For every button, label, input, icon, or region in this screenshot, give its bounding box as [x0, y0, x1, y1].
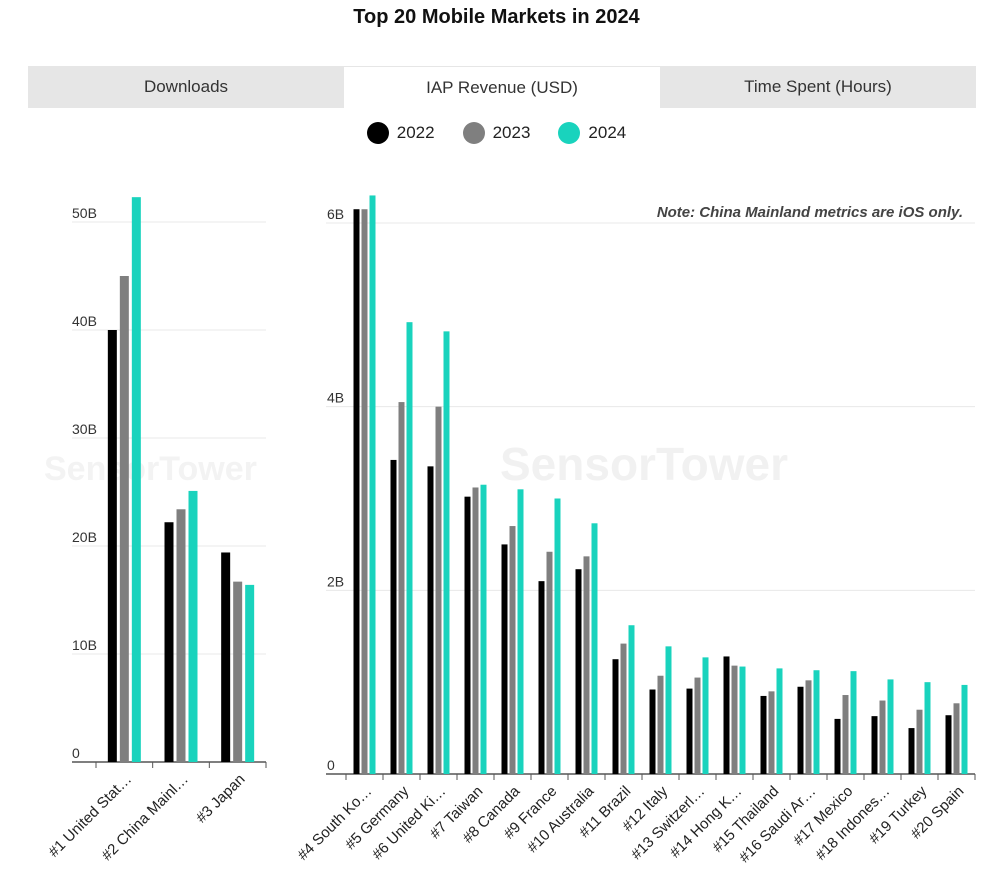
legend-label-2023: 2023	[492, 123, 531, 142]
bar-2022	[464, 496, 471, 774]
bar-2023	[879, 700, 886, 774]
bar-2024	[739, 666, 746, 774]
legend-item-2024[interactable]: 2024	[558, 122, 626, 144]
bar-2024	[961, 684, 968, 774]
y-tick-label: 0	[327, 757, 335, 773]
bar-2023	[472, 487, 479, 774]
bar-2022	[649, 689, 656, 774]
y-tick-label: 6B	[327, 206, 344, 222]
watermark-left: SensorTower	[44, 450, 257, 488]
bar-2024	[554, 498, 561, 774]
bar-2022	[797, 686, 804, 774]
bar-2023	[842, 695, 849, 774]
bar-2023	[176, 509, 186, 762]
legend: 2022 2023 2024	[0, 122, 993, 144]
y-tick-label: 4B	[327, 390, 344, 406]
bar-2024	[628, 625, 635, 774]
y-tick-label: 50B	[72, 205, 97, 221]
bar-2023	[398, 402, 405, 774]
bar-2024	[591, 523, 598, 774]
bar-2023	[361, 209, 368, 775]
bar-2022	[427, 466, 434, 774]
bar-2022	[107, 330, 117, 762]
y-tick-label: 2B	[327, 573, 344, 589]
x-tick-label: #3 Japan	[193, 771, 249, 827]
bar-2023	[620, 643, 627, 774]
tab-downloads[interactable]: Downloads	[143, 77, 229, 96]
bar-2022	[871, 716, 878, 774]
bar-2022	[221, 552, 231, 762]
y-tick-label: 40B	[72, 313, 97, 329]
bar-2024	[406, 322, 413, 774]
bar-2024	[850, 671, 857, 774]
chart-note: Note: China Mainland metrics are iOS onl…	[656, 204, 963, 221]
bar-2024	[887, 679, 894, 774]
bar-2023	[509, 526, 516, 774]
bar-2024	[443, 331, 450, 774]
tab-time-spent[interactable]: Time Spent (Hours)	[744, 77, 892, 96]
bar-2024	[245, 584, 255, 762]
legend-dot-2023	[462, 122, 485, 144]
bar-2023	[731, 665, 738, 774]
bar-2023	[435, 406, 442, 774]
chart-title: Top 20 Mobile Markets in 2024	[353, 6, 640, 28]
bar-2024	[188, 490, 198, 762]
legend-dot-2024	[558, 122, 581, 144]
legend-label-2022: 2022	[396, 123, 435, 142]
bar-2023	[546, 551, 553, 774]
bar-2022	[353, 209, 360, 775]
bar-2024	[517, 489, 524, 774]
bar-2024	[369, 195, 376, 774]
bar-2022	[945, 715, 952, 774]
bar-2023	[916, 709, 923, 774]
bar-2022	[390, 459, 397, 774]
legend-item-2022[interactable]: 2022	[366, 122, 435, 144]
bar-2024	[702, 657, 709, 774]
y-tick-label: 10B	[72, 637, 97, 653]
y-tick-label: 20B	[72, 529, 97, 545]
bar-2023	[953, 703, 960, 774]
bar-2022	[760, 695, 767, 774]
legend-label-2024: 2024	[588, 123, 627, 142]
tab-iap-revenue[interactable]: IAP Revenue (USD)	[344, 66, 660, 108]
bar-2024	[480, 484, 487, 774]
bar-2022	[575, 569, 582, 774]
bar-2022	[723, 656, 730, 774]
bar-2022	[908, 728, 915, 774]
legend-item-2023[interactable]: 2023	[462, 122, 531, 144]
bar-2023	[768, 691, 775, 774]
bar-2024	[665, 646, 672, 774]
legend-dot-2022	[366, 122, 389, 144]
y-tick-label: 0	[72, 745, 80, 761]
bar-2024	[776, 668, 783, 774]
bar-2023	[119, 276, 129, 762]
bar-2023	[694, 677, 701, 774]
bar-2023	[657, 675, 664, 774]
bar-2024	[813, 670, 820, 774]
bar-2023	[805, 680, 812, 774]
bar-2022	[834, 718, 841, 774]
bar-2022	[538, 581, 545, 774]
bar-2022	[501, 544, 508, 774]
bar-2023	[583, 556, 590, 774]
bar-2024	[131, 197, 141, 762]
bar-2022	[164, 522, 174, 762]
bar-2022	[612, 659, 619, 774]
bar-2023	[233, 581, 243, 762]
bar-2022	[686, 688, 693, 774]
bar-2024	[924, 682, 931, 774]
metric-tabs: Downloads IAP Revenue (USD) Time Spent (…	[28, 66, 976, 108]
watermark-right: SensorTower	[500, 438, 788, 490]
y-tick-label: 30B	[72, 421, 97, 437]
